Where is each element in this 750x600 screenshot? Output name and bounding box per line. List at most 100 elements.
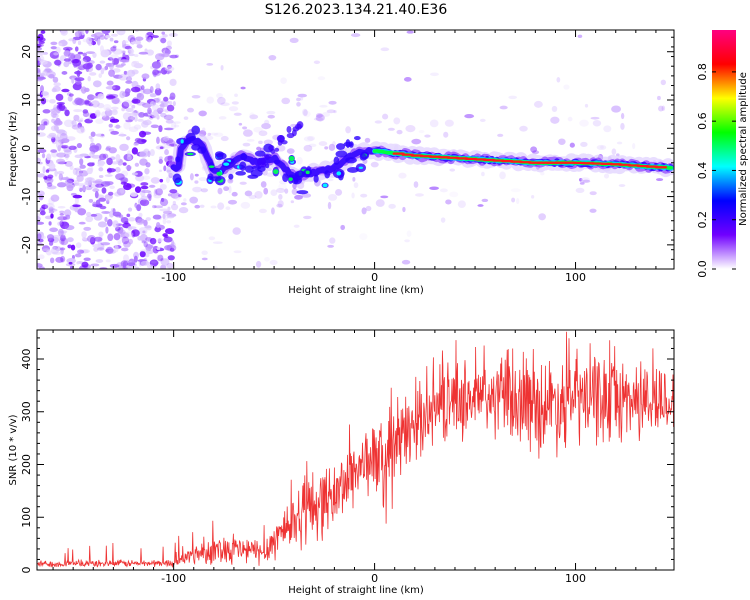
heatmap-cell [159, 208, 170, 212]
heatmap-cell [63, 154, 70, 158]
heatmap-cell [217, 187, 223, 195]
heatmap-cell [57, 182, 67, 188]
heatmap-cell [242, 126, 248, 130]
heatmap-cell [540, 171, 545, 176]
heatmap-cell [353, 136, 361, 141]
heatmap-cell [347, 167, 359, 173]
heatmap-cell [46, 234, 55, 240]
heatmap-cell [175, 156, 181, 163]
heatmap-cell [156, 97, 161, 104]
heatmap-cell [40, 97, 47, 105]
heatmap-cell [133, 63, 144, 69]
heatmap-cell [620, 122, 625, 130]
heatmap-cell [332, 141, 336, 147]
heatmap-cell [39, 210, 46, 216]
heatmap-cell [74, 167, 82, 171]
heatmap-cell [126, 164, 132, 172]
heatmap-cell [46, 71, 56, 78]
heatmap-cell [240, 86, 246, 90]
heatmap-cell [72, 204, 81, 208]
heatmap-cell [254, 191, 263, 199]
heatmap-cell [141, 121, 149, 128]
heatmap-cell [208, 132, 219, 136]
heatmap-cell [60, 234, 66, 242]
heatmap-cell [50, 41, 58, 46]
heatmap-cell [63, 58, 71, 62]
heatmap-cell [109, 263, 120, 268]
heatmap-cell [350, 33, 361, 38]
snr-axes: -100 0 100 0 100 200 300 400 [20, 330, 674, 585]
heatmap-cell [60, 144, 69, 149]
heatmap-cell [128, 217, 136, 222]
heatmap-cell [413, 181, 419, 188]
heatmap-cell [136, 204, 142, 212]
heatmap-cell [99, 134, 106, 138]
heatmap-cell [148, 36, 152, 43]
heatmap-cell [79, 187, 83, 192]
heatmap-cell [65, 214, 71, 220]
heatmap-cell [183, 198, 187, 202]
heatmap-cell [108, 191, 114, 196]
heatmap-cell [139, 150, 149, 158]
heatmap-cell [37, 233, 42, 240]
heatmap-cell [124, 231, 134, 238]
heatmap-cell [39, 266, 45, 269]
heatmap-cell [81, 30, 85, 36]
spectrogram-ylabel: Frequency (Hz) [8, 111, 19, 187]
heatmap-cell [169, 54, 178, 59]
snr-panel: -100 0 100 0 100 200 300 400 Height of straight… [8, 329, 675, 596]
heatmap-cell [77, 249, 85, 254]
heatmap-cell [165, 176, 170, 183]
heatmap-cell [440, 217, 446, 223]
heatmap-cell [74, 31, 82, 38]
heatmap-cell [81, 249, 90, 254]
heatmap-cell [194, 204, 201, 209]
heatmap-cell [328, 100, 337, 105]
heatmap-cell [155, 222, 161, 229]
heatmap-cell [223, 186, 230, 192]
heatmap-cell [76, 70, 81, 78]
heatmap-cell [72, 167, 78, 176]
heatmap-cell [98, 197, 107, 202]
snr-frame [36, 329, 675, 571]
heatmap-cell [113, 233, 121, 241]
heatmap-cell [88, 40, 93, 47]
heatmap-cell [278, 183, 287, 190]
heatmap-cell [127, 238, 133, 245]
heatmap-cell [90, 213, 98, 217]
heatmap-cell [172, 100, 176, 107]
heatmap-cell [52, 76, 59, 83]
heatmap-cell [359, 153, 367, 161]
heatmap-cell [71, 77, 75, 84]
heatmap-cell [104, 216, 108, 223]
heatmap-cell [106, 199, 110, 205]
heatmap-cell [71, 254, 75, 260]
heatmap-cell [115, 173, 125, 181]
heatmap-cell [198, 177, 208, 182]
heatmap-cell [83, 226, 92, 231]
heatmap-cell [144, 225, 152, 229]
heatmap-cell [134, 170, 143, 177]
heatmap-cell [592, 119, 602, 127]
heatmap-cell [45, 249, 52, 256]
heatmap-cell [166, 215, 175, 219]
heatmap-cell [104, 174, 113, 177]
heatmap-cell [105, 226, 109, 234]
y-tick-label: 0 [20, 145, 33, 152]
snr-ylabel: SNR (10 * v/v) [8, 414, 19, 485]
heatmap-cell [59, 210, 65, 214]
heatmap-cell [68, 261, 73, 265]
heatmap-cell [151, 111, 159, 119]
heatmap-cell [120, 63, 126, 66]
heatmap-cell [37, 51, 45, 56]
heatmap-cell [199, 204, 205, 208]
heatmap-cell [164, 228, 175, 235]
heatmap-cell [158, 158, 163, 164]
heatmap-cell [580, 141, 588, 147]
colorbar-tick-label: 0.6 [696, 112, 709, 130]
heatmap-cell [477, 204, 484, 207]
heatmap-cell [242, 142, 251, 147]
heatmap-cell [301, 193, 312, 198]
spectrogram-xlabel: Height of straight line (km) [288, 285, 424, 296]
heatmap-cell [96, 247, 105, 251]
